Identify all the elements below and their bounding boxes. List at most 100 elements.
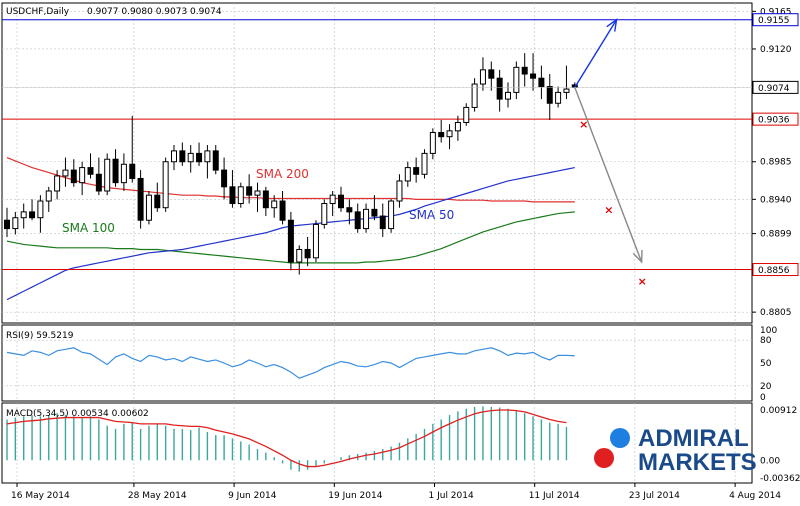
candle-body — [471, 83, 478, 108]
candle-body — [120, 163, 127, 184]
x-tick-label: 4 Aug 2014 — [729, 491, 781, 501]
candle — [20, 203, 27, 229]
macd-tick-label: 0.00 — [760, 456, 780, 466]
level-price-box — [752, 263, 799, 277]
cross-mark: × — [579, 118, 588, 131]
candle — [171, 145, 177, 171]
candle — [304, 236, 311, 267]
candle-body — [488, 69, 495, 79]
x-tick-label: 16 May 2014 — [11, 491, 70, 501]
candle-body — [179, 150, 186, 163]
macd-series — [6, 406, 568, 472]
sma200-label: SMA 200 — [256, 167, 309, 181]
candle — [237, 182, 244, 208]
candle-body — [221, 169, 228, 188]
candle-body — [229, 186, 236, 205]
candle-body — [262, 190, 269, 209]
macd-tick-label: 0.00912 — [760, 406, 797, 416]
rsi-tick-label: 80 — [760, 336, 772, 346]
candle-body — [379, 215, 386, 230]
candle — [471, 78, 478, 112]
candle-body — [171, 150, 177, 163]
candle-body — [20, 211, 27, 219]
candle-body — [321, 203, 328, 225]
candle-body — [137, 177, 144, 221]
candle-body — [79, 167, 86, 184]
x-tick-label: 1 Jul 2014 — [429, 491, 474, 501]
candle-body — [371, 208, 378, 217]
candle-body — [454, 121, 461, 132]
candle — [62, 157, 69, 187]
rsi-tick-label: 50 — [760, 359, 772, 369]
candle — [379, 203, 386, 237]
candle — [262, 186, 269, 217]
level-price-label: 0.9155 — [758, 16, 790, 26]
current-price-box — [752, 80, 799, 94]
candle — [371, 195, 378, 221]
candle — [546, 74, 553, 120]
candle — [4, 207, 10, 237]
candle-body — [112, 158, 119, 184]
candle-body — [505, 91, 511, 100]
level-price-label: 0.8856 — [758, 266, 790, 276]
candle — [438, 119, 445, 143]
candle-body — [104, 158, 111, 192]
candle-body — [54, 175, 61, 192]
candle — [45, 186, 52, 212]
candle-body — [338, 194, 344, 209]
candle — [296, 245, 303, 275]
rsi-line — [6, 347, 575, 379]
sma50-label: SMA 50 — [409, 208, 454, 222]
candle — [429, 128, 436, 160]
forecast-arrow — [574, 87, 643, 263]
candle-body — [187, 152, 194, 163]
candle — [229, 170, 236, 208]
candle-body — [479, 69, 486, 85]
candle-body — [62, 169, 69, 177]
candle-body — [463, 106, 470, 123]
candle-body — [329, 194, 336, 205]
candle — [513, 61, 520, 100]
candle-body — [555, 91, 562, 104]
candle — [196, 142, 203, 166]
candle — [312, 220, 319, 263]
candle — [530, 53, 537, 91]
candle — [279, 190, 286, 225]
candle — [129, 115, 136, 183]
logo-red-dot — [594, 448, 614, 468]
candle-body — [312, 223, 319, 259]
cross-mark: × — [604, 203, 613, 216]
candle-body — [237, 186, 244, 205]
candle-body — [287, 219, 294, 263]
candle-body — [212, 150, 219, 171]
candle — [454, 115, 461, 141]
candle — [563, 65, 570, 100]
candle — [154, 182, 161, 212]
candle-body — [413, 167, 420, 175]
candle-body — [513, 66, 520, 93]
cross-mark: × — [638, 275, 647, 288]
candle — [413, 157, 420, 183]
candle-body — [196, 152, 203, 163]
candle-body — [421, 152, 428, 175]
logo-blue-dot — [610, 428, 630, 448]
candle — [488, 61, 495, 91]
price-tick-label: 0.8899 — [760, 230, 792, 240]
candle — [338, 186, 344, 212]
admiral-markets-logo: ADMIRAL MARKETS — [594, 425, 757, 476]
candle-body — [563, 88, 570, 93]
forecast-arrow — [574, 19, 618, 88]
candle — [404, 161, 411, 187]
candle-body — [162, 161, 169, 209]
candle — [388, 199, 395, 233]
candle-body — [304, 248, 311, 259]
candle — [346, 199, 353, 225]
candle — [287, 211, 294, 271]
price-tick-label: 0.9165 — [760, 7, 792, 17]
logo-line1: ADMIRAL — [638, 425, 749, 452]
level-price-label: 0.9036 — [758, 116, 790, 126]
candle — [271, 195, 278, 218]
rsi-tick-label: 100 — [760, 326, 777, 336]
candle-body — [530, 73, 537, 79]
